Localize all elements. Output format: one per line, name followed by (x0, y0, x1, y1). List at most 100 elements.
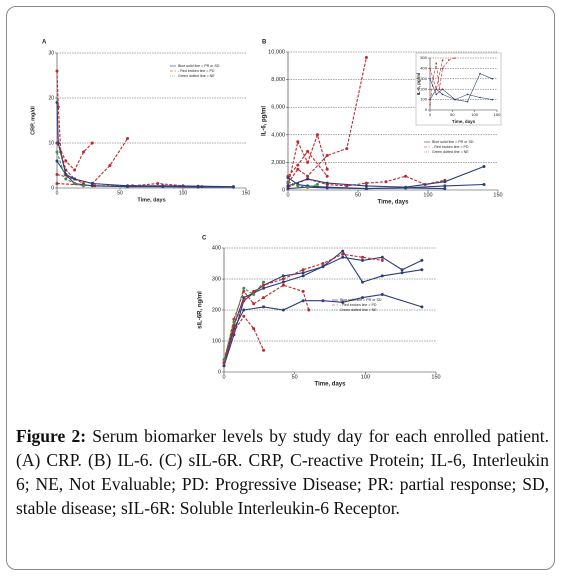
data-point (55, 173, 59, 176)
panel-label: B (262, 40, 267, 46)
data-point (364, 187, 368, 191)
x-tick-label: 150 (431, 374, 440, 380)
series-line (223, 284, 310, 363)
data-point (262, 286, 266, 290)
data-point (281, 277, 285, 281)
data-point (447, 59, 450, 61)
y-tick-label: 4,000 (271, 132, 285, 138)
data-point (252, 289, 256, 293)
data-point (301, 274, 305, 278)
data-point (242, 314, 246, 318)
data-point (242, 308, 246, 312)
data-point (281, 283, 285, 287)
data-point (482, 182, 486, 186)
data-point (466, 93, 469, 96)
data-point (55, 101, 59, 104)
x-axis-label: Time, days (452, 119, 476, 124)
data-point (161, 185, 165, 189)
data-point (400, 271, 404, 275)
data-point (435, 88, 438, 90)
legend-label: Green dotted line = NE (178, 74, 215, 78)
data-point (222, 361, 226, 365)
data-point (325, 185, 329, 189)
figure-frame (6, 6, 555, 570)
data-point (307, 308, 311, 312)
data-point (126, 137, 130, 140)
data-point (466, 100, 469, 103)
data-point (296, 163, 300, 167)
data-point (301, 268, 305, 272)
x-tick-label: 0 (429, 112, 432, 117)
y-tick-label: 0 (218, 369, 221, 375)
data-point (222, 364, 226, 368)
data-point (325, 167, 329, 171)
data-point (156, 182, 160, 185)
data-point (55, 182, 59, 185)
data-point (242, 299, 246, 303)
data-point (325, 181, 329, 185)
data-point (296, 184, 300, 188)
x-tick-label: 0 (222, 374, 225, 380)
y-axis-label: IL-6, pg/ml (262, 106, 268, 136)
y-tick-label: 200 (420, 86, 427, 91)
series-line (287, 181, 318, 188)
y-tick-label: 0 (282, 187, 285, 193)
series-line (287, 57, 367, 184)
data-point (443, 180, 447, 184)
data-point (441, 93, 444, 96)
caption-text: Serum biomarker levels by study day for … (16, 426, 550, 518)
data-point (55, 159, 59, 163)
data-point (281, 308, 285, 312)
data-point (325, 174, 329, 178)
data-point (438, 88, 441, 90)
data-point (429, 67, 431, 70)
data-point (454, 57, 456, 59)
data-point (301, 271, 305, 275)
data-point (126, 185, 130, 189)
data-point (361, 280, 365, 284)
data-point (315, 182, 319, 186)
data-point (108, 164, 112, 167)
data-point (420, 305, 424, 309)
data-point (380, 258, 384, 262)
data-point (56, 141, 60, 145)
y-tick-label: 6,000 (271, 105, 285, 111)
data-point (443, 187, 447, 191)
y-tick-label: 200 (212, 307, 221, 313)
y-tick-label: 8,000 (271, 77, 285, 83)
y-tick-label: 10 (48, 140, 54, 146)
x-tick-label: 50 (355, 192, 361, 198)
data-point (364, 56, 368, 60)
legend-label: - Red broken line = PD (340, 303, 377, 307)
data-point (325, 154, 329, 157)
data-point (361, 258, 365, 262)
legend-label: Green dotted line = NE (432, 150, 469, 154)
data-point (252, 327, 256, 331)
y-tick-label: 2,000 (271, 160, 285, 166)
data-point (441, 67, 444, 70)
data-point (196, 185, 200, 189)
series-line (223, 256, 423, 363)
y-tick-label: 100 (420, 97, 427, 102)
panel-label: C (202, 236, 207, 242)
y-tick-label: 0 (51, 185, 54, 191)
data-point (443, 184, 447, 188)
y-axis-label: CRP, mg/dl (30, 106, 36, 135)
data-point (55, 69, 59, 73)
data-point (429, 104, 431, 106)
data-point (380, 255, 384, 259)
data-point (454, 98, 456, 101)
data-point (364, 184, 368, 188)
data-point (231, 185, 235, 189)
data-point (441, 88, 444, 90)
data-point (321, 299, 325, 303)
y-tick-label: 300 (212, 276, 221, 282)
data-point (286, 176, 290, 180)
data-point (64, 159, 68, 163)
x-tick-label: 100 (471, 112, 478, 117)
data-point (361, 255, 365, 259)
data-point (479, 72, 481, 75)
series-line (56, 160, 234, 188)
caption: Figure 2: Serum biomarker levels by stud… (16, 424, 549, 520)
